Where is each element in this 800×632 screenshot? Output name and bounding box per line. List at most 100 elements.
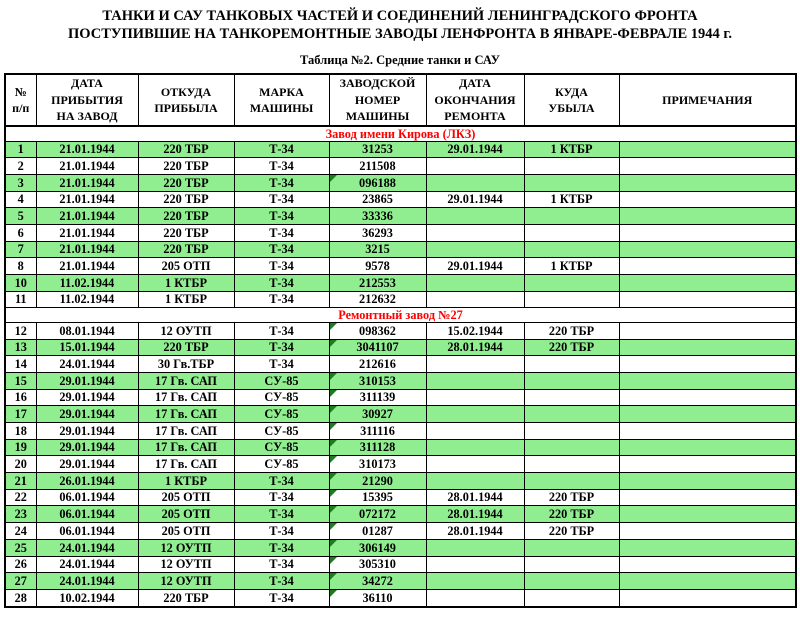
- cell-serial-number: 31253: [328, 140, 427, 159]
- cell-unit-departed: [523, 207, 620, 225]
- cell-notes: [618, 455, 797, 474]
- cell-notes: [618, 190, 797, 209]
- table-row: 2 21.01.1944 220 ТБР Т-34 211508: [4, 157, 797, 175]
- cell-date-arrived: 21.01.1944: [35, 190, 139, 209]
- cell-row-number: 5: [4, 207, 37, 225]
- cell-unit-from: 12 ОУТП: [137, 572, 235, 590]
- cell-date-arrived: 24.01.1944: [35, 355, 139, 373]
- cell-unit-departed: 1 КТБР: [523, 190, 620, 209]
- col-header-vehicle-model: МАРКА МАШИНЫ: [233, 73, 330, 127]
- cell-vehicle-model: Т-34: [233, 472, 330, 490]
- cell-row-number: 11: [4, 290, 37, 309]
- cell-unit-from: 17 Гв. САП: [137, 422, 235, 440]
- cell-date-arrived: 21.01.1944: [35, 257, 139, 275]
- cell-row-number: 22: [4, 488, 37, 507]
- cell-vehicle-model: Т-34: [233, 290, 330, 309]
- cell-row-number: 28: [4, 588, 37, 608]
- cell-date-repaired: [425, 405, 525, 423]
- cell-row-number: 20: [4, 455, 37, 474]
- cell-serial-number: 15395: [328, 488, 427, 507]
- col-header-row-number: № п/п: [4, 73, 37, 127]
- table-row: 13 15.01.1944 220 ТБР Т-34 3041107 28.01.1944…: [4, 338, 797, 357]
- cell-unit-from: 30 Гв.ТБР: [137, 355, 235, 373]
- cell-vehicle-model: Т-34: [233, 274, 330, 292]
- cell-notes: [618, 422, 797, 440]
- cell-date-arrived: 11.02.1944: [35, 290, 139, 309]
- cell-vehicle-model: Т-34: [233, 555, 330, 574]
- cell-serial-number: 34272: [328, 572, 427, 590]
- col-header-unit-departed: КУДА УБЫЛА: [523, 73, 620, 127]
- cell-notes: [618, 572, 797, 590]
- cell-serial-number: 072172: [328, 505, 427, 524]
- table-caption: Таблица №2. Средние танки и САУ: [300, 53, 500, 67]
- table-row: 5 21.01.1944 220 ТБР Т-34 33336: [4, 207, 797, 225]
- cell-unit-departed: [523, 355, 620, 373]
- cell-vehicle-model: Т-34: [233, 207, 330, 225]
- table-row: 15 29.01.1944 17 Гв. САП СУ-85 310153: [4, 371, 797, 390]
- table-row: 14 24.01.1944 30 Гв.ТБР Т-34 212616: [4, 355, 797, 373]
- cell-serial-number: 212553: [328, 274, 427, 292]
- document-header: ТАНКИ И САУ ТАНКОВЫХ ЧАСТЕЙ И СОЕДИНЕНИЙ…: [0, 0, 800, 68]
- cell-date-repaired: 28.01.1944: [425, 488, 525, 507]
- cell-row-number: 13: [4, 338, 37, 357]
- cell-serial-number: 096188: [328, 173, 427, 192]
- cell-row-number: 17: [4, 405, 37, 423]
- cell-unit-departed: [523, 240, 620, 259]
- cell-serial-number: 211508: [328, 157, 427, 175]
- section-title: Ремонтный завод №27: [4, 307, 797, 323]
- table-row: 22 06.01.1944 205 ОТП Т-34 15395 28.01.1944 22…: [4, 488, 797, 507]
- cell-notes: [618, 140, 797, 159]
- cell-date-repaired: [425, 157, 525, 175]
- table-row: 7 21.01.1944 220 ТБР Т-34 3215: [4, 240, 797, 259]
- cell-unit-departed: [523, 422, 620, 440]
- cell-unit-departed: 1 КТБР: [523, 140, 620, 159]
- cell-date-repaired: [425, 290, 525, 309]
- cell-vehicle-model: Т-34: [233, 223, 330, 242]
- cell-unit-departed: [523, 173, 620, 192]
- col-header-serial-number: ЗАВОДСКОЙ НОМЕР МАШИНЫ: [328, 73, 427, 127]
- cell-date-repaired: 28.01.1944: [425, 522, 525, 540]
- cell-unit-departed: [523, 223, 620, 242]
- cell-vehicle-model: Т-34: [233, 355, 330, 373]
- cell-vehicle-model: Т-34: [233, 321, 330, 340]
- cell-serial-number: 311128: [328, 438, 427, 457]
- cell-serial-number: 21290: [328, 472, 427, 490]
- table-row: 6 21.01.1944 220 ТБР Т-34 36293: [4, 223, 797, 242]
- cell-unit-departed: [523, 405, 620, 423]
- table-row: 23 06.01.1944 205 ОТП Т-34 072172 28.01.1944 2…: [4, 505, 797, 524]
- cell-serial-number: 3041107: [328, 338, 427, 357]
- cell-unit-from: 17 Гв. САП: [137, 438, 235, 457]
- cell-notes: [618, 488, 797, 507]
- cell-row-number: 26: [4, 555, 37, 574]
- cell-unit-from: 220 ТБР: [137, 207, 235, 225]
- cell-vehicle-model: Т-34: [233, 338, 330, 357]
- cell-unit-departed: [523, 588, 620, 608]
- header-row: № п/п ДАТА ПРИБЫТИЯ НА ЗАВОД ОТКУДА ПРИБ…: [4, 73, 797, 127]
- table-row: 20 29.01.1944 17 Гв. САП СУ-85 310173: [4, 455, 797, 474]
- cell-date-arrived: 29.01.1944: [35, 405, 139, 423]
- cell-notes: [618, 274, 797, 292]
- cell-notes: [618, 555, 797, 574]
- cell-date-repaired: 28.01.1944: [425, 338, 525, 357]
- cell-row-number: 19: [4, 438, 37, 457]
- cell-notes: [618, 505, 797, 524]
- cell-serial-number: 310153: [328, 371, 427, 390]
- cell-vehicle-model: Т-34: [233, 140, 330, 159]
- cell-row-number: 3: [4, 173, 37, 192]
- cell-date-repaired: [425, 240, 525, 259]
- cell-row-number: 15: [4, 371, 37, 390]
- cell-notes: [618, 240, 797, 259]
- cell-notes: [618, 588, 797, 608]
- cell-serial-number: 23865: [328, 190, 427, 209]
- cell-unit-from: 205 ОТП: [137, 522, 235, 540]
- table-row: 11 11.02.1944 1 КТБР Т-34 212632: [4, 290, 797, 309]
- cell-serial-number: 306149: [328, 538, 427, 557]
- cell-date-arrived: 29.01.1944: [35, 438, 139, 457]
- cell-date-repaired: 29.01.1944: [425, 140, 525, 159]
- cell-notes: [618, 173, 797, 192]
- cell-serial-number: 33336: [328, 207, 427, 225]
- cell-serial-number: 212632: [328, 290, 427, 309]
- col-header-date-arrived: ДАТА ПРИБЫТИЯ НА ЗАВОД: [35, 73, 139, 127]
- table-row: 12 08.01.1944 12 ОУТП Т-34 098362 15.02.1944 2…: [4, 321, 797, 340]
- cell-vehicle-model: Т-34: [233, 588, 330, 608]
